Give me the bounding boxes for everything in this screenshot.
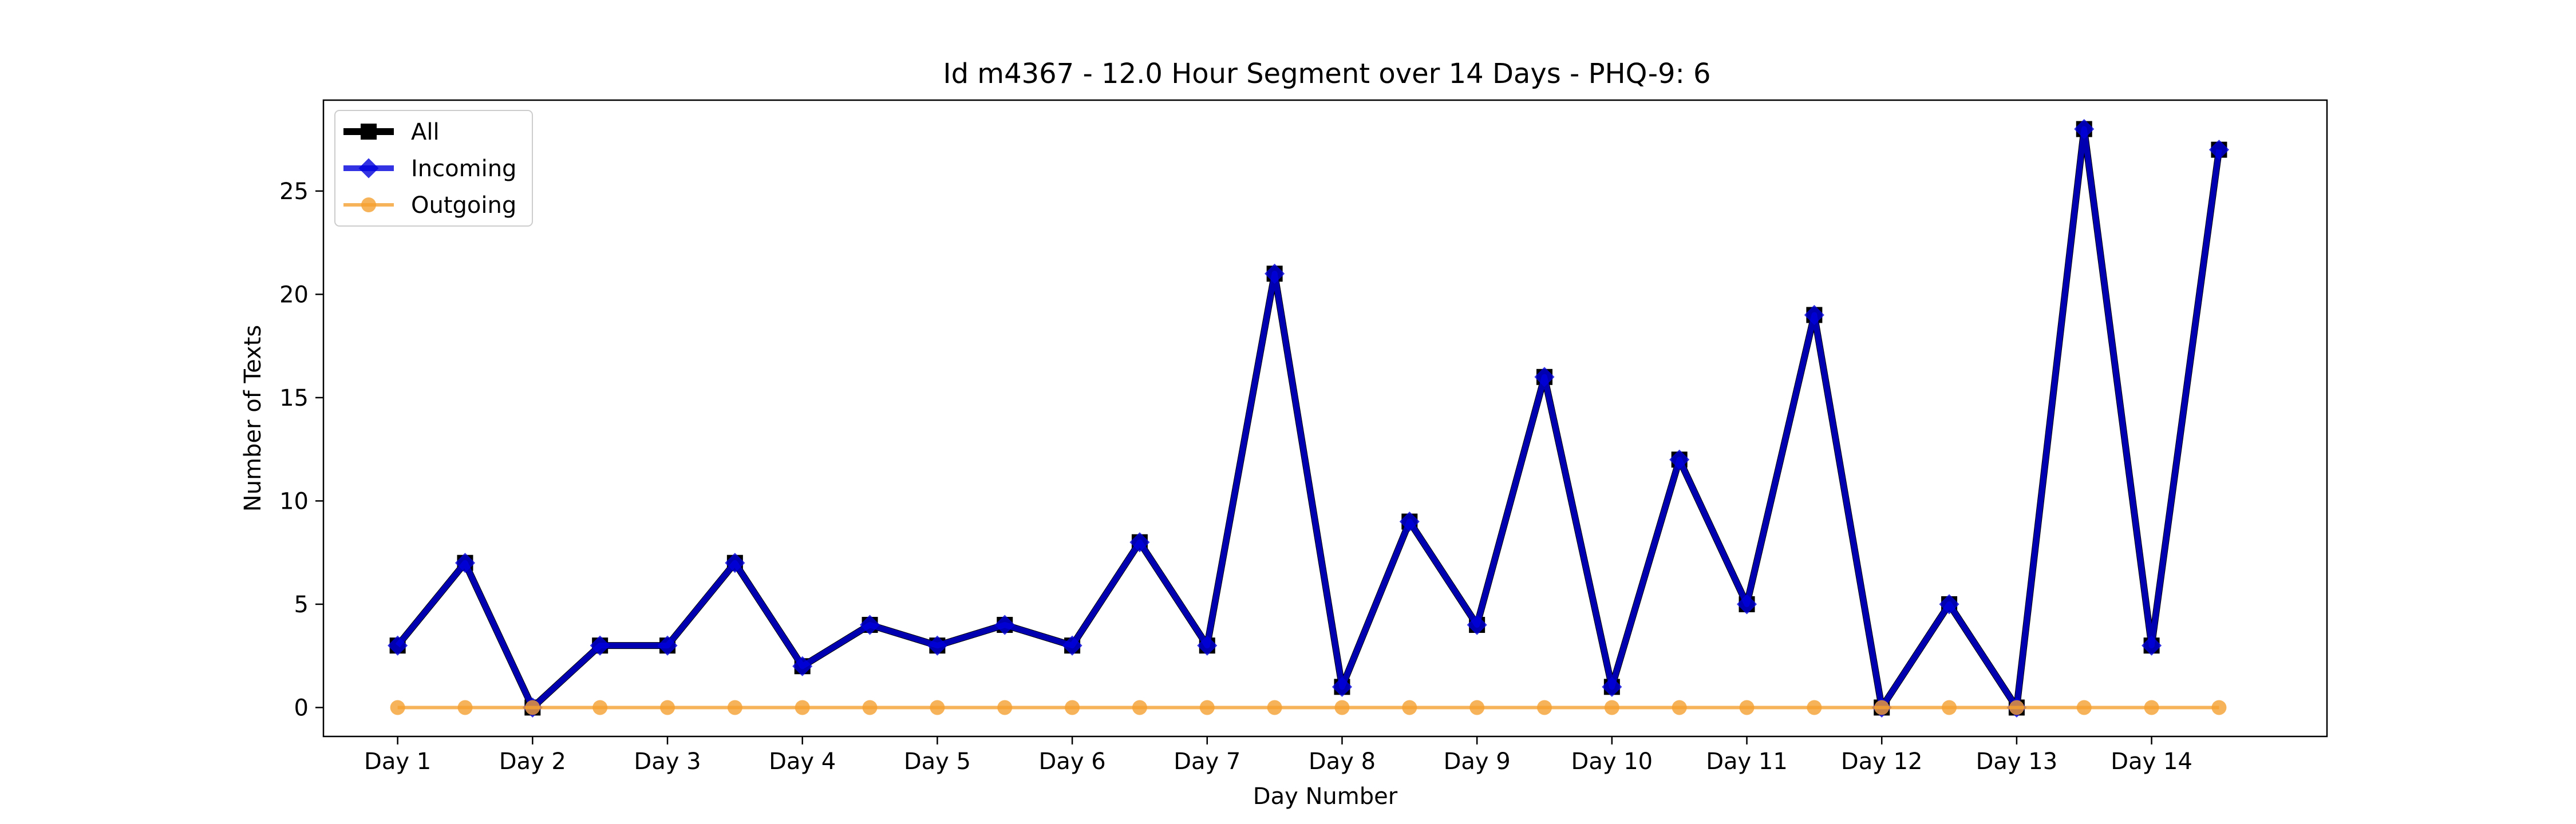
series-outgoing [390, 700, 2227, 715]
data-point-outgoing [1267, 700, 1282, 715]
legend-box [334, 110, 533, 227]
data-point-outgoing [795, 700, 810, 715]
y-axis-label: Number of Texts [240, 325, 266, 512]
data-point-incoming [725, 553, 745, 573]
data-point-incoming [455, 553, 476, 573]
data-point-outgoing [997, 700, 1013, 715]
data-point-outgoing [1065, 700, 1080, 715]
y-tick-label: 25 [279, 179, 309, 205]
x-tick-label: Day 1 [364, 748, 431, 775]
data-point-incoming [1265, 263, 1285, 284]
data-point-outgoing [1132, 700, 1147, 715]
data-point-incoming [927, 635, 947, 656]
series-layer [388, 118, 2229, 718]
data-point-outgoing [1334, 700, 1350, 715]
data-point-outgoing [390, 700, 405, 715]
data-point-incoming [792, 656, 813, 676]
data-point-incoming [1062, 635, 1082, 656]
data-point-outgoing [1807, 700, 1822, 715]
data-point-incoming [1467, 615, 1487, 635]
data-point-incoming [859, 615, 880, 635]
data-point-outgoing [1536, 700, 1552, 715]
x-tick-label: Day 9 [1444, 748, 1511, 775]
data-point-outgoing [1942, 700, 1957, 715]
x-axis-label: Day Number [1253, 783, 1398, 810]
legend-label-outgoing: Outgoing [411, 192, 516, 219]
plot-area [323, 100, 2327, 736]
legend-label-all: All [411, 119, 440, 145]
data-point-incoming [2074, 118, 2095, 140]
data-point-outgoing [2076, 700, 2092, 715]
axis-ticks: Day 1 Day 2 Day 3 Day 4 Day 5 Day 6 Day 7 Day 8… [279, 179, 2192, 775]
x-tick-label: Day 3 [634, 748, 701, 775]
legend: All Incoming Outgoing [334, 110, 533, 227]
series-line-incoming [395, 126, 2222, 711]
x-tick-label: Day 8 [1309, 748, 1376, 775]
chart-title: Id m4367 - 12.0 Hour Segment over 14 Day… [943, 58, 1710, 90]
y-tick-label: 10 [279, 488, 309, 514]
data-point-outgoing [1672, 700, 1687, 715]
data-point-outgoing [660, 700, 675, 715]
legend-marker-outgoing [361, 197, 376, 212]
data-point-outgoing [457, 700, 473, 715]
data-point-incoming [1804, 304, 1824, 326]
data-point-outgoing [1469, 700, 1485, 715]
data-point-incoming [1399, 511, 1420, 532]
x-tick-label: Day 7 [1174, 748, 1240, 775]
y-tick-label: 15 [279, 385, 309, 411]
data-point-incoming [994, 615, 1015, 635]
data-point-outgoing [930, 700, 945, 715]
x-tick-label: Day 11 [1706, 748, 1788, 775]
legend-marker-incoming [358, 158, 379, 179]
x-tick-label: Day 5 [904, 748, 971, 775]
data-point-outgoing [592, 700, 608, 715]
x-tick-label: Day 13 [1976, 748, 2058, 775]
data-point-outgoing [1604, 700, 1619, 715]
data-point-outgoing [2211, 700, 2227, 715]
data-point-outgoing [727, 700, 742, 715]
x-tick-label: Day 14 [2111, 748, 2192, 775]
data-point-outgoing [1739, 700, 1755, 715]
data-point-outgoing [525, 700, 540, 715]
data-point-outgoing [1402, 700, 1417, 715]
data-point-incoming [657, 635, 678, 656]
data-point-incoming [1197, 635, 1218, 656]
data-point-incoming [590, 635, 610, 656]
data-point-outgoing [2009, 700, 2024, 715]
data-point-outgoing [2144, 700, 2159, 715]
data-point-outgoing [862, 700, 878, 715]
data-point-incoming [1939, 594, 1959, 615]
data-point-incoming [2142, 635, 2162, 656]
x-tick-label: Day 2 [499, 748, 566, 775]
x-tick-label: Day 10 [1571, 748, 1653, 775]
data-point-incoming [1669, 449, 1690, 470]
plot-frame [322, 99, 2328, 738]
x-tick-label: Day 6 [1039, 748, 1106, 775]
data-point-incoming [1602, 676, 1622, 697]
y-tick-label: 0 [294, 695, 309, 721]
y-tick-label: 20 [279, 282, 309, 308]
legend-label-incoming: Incoming [411, 156, 516, 182]
x-tick-label: Day 4 [769, 748, 836, 775]
y-tick-label: 5 [294, 592, 309, 618]
x-tick-label: Day 12 [1841, 748, 1923, 775]
data-point-outgoing [1874, 700, 1890, 715]
data-point-outgoing [1199, 700, 1215, 715]
data-point-incoming [1332, 676, 1353, 697]
data-point-incoming [1534, 367, 1555, 387]
data-point-incoming [2208, 140, 2229, 160]
legend-marker-all [361, 124, 377, 140]
data-point-incoming [388, 635, 408, 656]
data-point-incoming [1129, 532, 1150, 553]
data-point-incoming [1736, 594, 1757, 615]
